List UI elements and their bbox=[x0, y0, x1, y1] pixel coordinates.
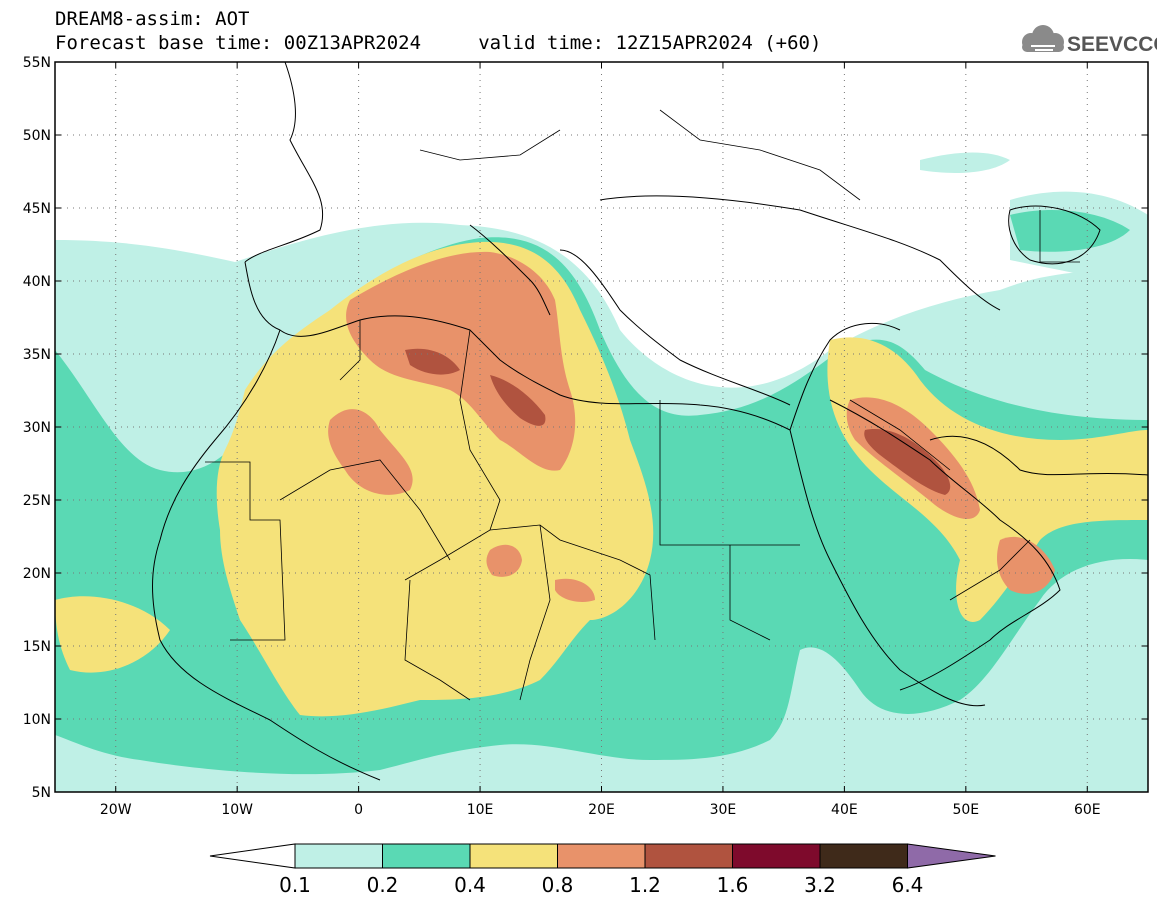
lat-tick-label: 15N bbox=[23, 639, 51, 655]
lat-tick-label: 55N bbox=[23, 55, 51, 71]
lat-tick-label: 35N bbox=[23, 347, 51, 363]
lon-tick-label: 10E bbox=[467, 802, 494, 818]
lat-tick-label: 20N bbox=[23, 566, 51, 582]
colorbar-level-label: 0.2 bbox=[367, 873, 399, 897]
axis-ticks bbox=[55, 61, 1148, 793]
aot-band-1.2 bbox=[405, 348, 951, 495]
colorbar-level-label: 6.4 bbox=[892, 873, 924, 897]
colorbar-level-label: 1.6 bbox=[717, 873, 749, 897]
lon-tick-label: 40E bbox=[831, 802, 858, 818]
lat-tick-label: 50N bbox=[23, 128, 51, 144]
colorbar-box bbox=[294, 843, 383, 869]
colorbar-box bbox=[469, 843, 558, 869]
colorbar-level-label: 1.2 bbox=[629, 873, 661, 897]
colorbar-box bbox=[382, 843, 471, 869]
colorbar-level-label: 0.4 bbox=[454, 873, 486, 897]
lon-tick-label: 10W bbox=[221, 802, 253, 818]
lat-tick-label: 10N bbox=[23, 712, 51, 728]
colorbar: 0.1 0.2 0.4 0.8 1.2 1.6 3.2 6.4 bbox=[209, 843, 996, 897]
logo-text: SEEVCCC bbox=[1067, 33, 1157, 56]
lat-tick-label: 30N bbox=[23, 420, 51, 436]
colorbar-box bbox=[557, 843, 646, 869]
seevccc-logo: SEEVCCC bbox=[1017, 22, 1165, 58]
lon-tick-label: 30E bbox=[710, 802, 737, 818]
lon-tick-label: 20W bbox=[100, 802, 132, 818]
aot-field bbox=[55, 62, 1148, 792]
country-borders bbox=[205, 109, 1080, 701]
lat-axis-labels: 55N 50N 45N 40N 35N 30N 25N 20N 15N 10N 5N bbox=[23, 55, 51, 801]
lat-tick-label: 25N bbox=[23, 493, 51, 509]
map-title: DREAM8-assim: AOT bbox=[55, 8, 250, 30]
colorbar-box bbox=[819, 843, 908, 869]
colorbar-box bbox=[732, 843, 821, 869]
colorbar-low-arrow bbox=[209, 843, 296, 869]
lat-lon-grid bbox=[55, 62, 1148, 792]
coastlines bbox=[152, 62, 1148, 781]
lon-axis-labels: 20W 10W 0 10E 20E 30E 40E 50E 60E bbox=[100, 802, 1101, 818]
lat-tick-label: 45N bbox=[23, 201, 51, 217]
lat-tick-label: 5N bbox=[32, 785, 51, 801]
colorbar-level-label: 0.1 bbox=[279, 873, 311, 897]
lon-tick-label: 60E bbox=[1074, 802, 1101, 818]
colorbar-level-label: 0.8 bbox=[542, 873, 574, 897]
colorbar-box bbox=[644, 843, 733, 869]
lon-tick-label: 50E bbox=[952, 802, 979, 818]
colorbar-level-label: 3.2 bbox=[804, 873, 836, 897]
lat-tick-label: 40N bbox=[23, 274, 51, 290]
colorbar-high-arrow bbox=[907, 843, 996, 869]
forecast-time-line: Forecast base time: 00Z13APR2024 valid t… bbox=[55, 32, 822, 54]
lon-tick-label: 0 bbox=[354, 802, 363, 818]
lon-tick-label: 20E bbox=[588, 802, 615, 818]
